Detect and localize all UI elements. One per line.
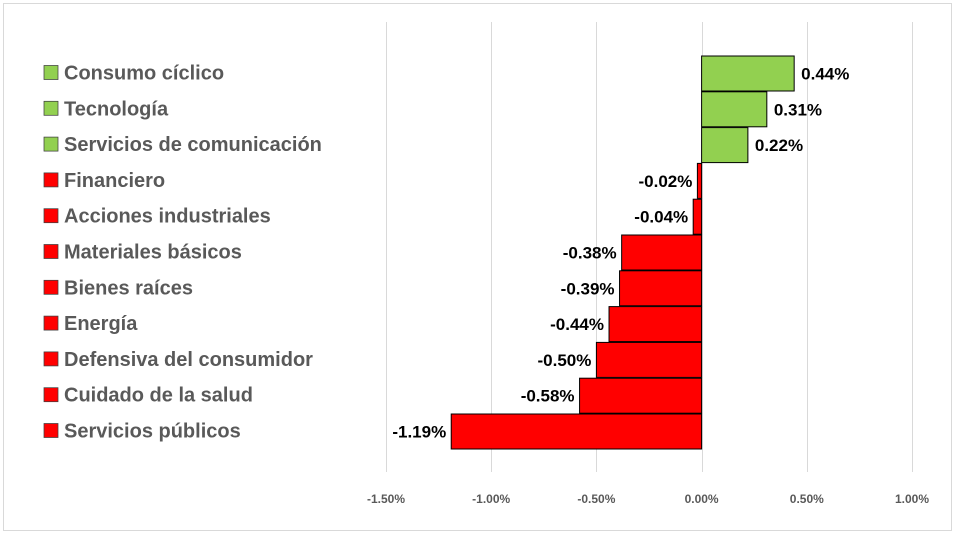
bar bbox=[608, 306, 703, 343]
bar bbox=[692, 198, 703, 235]
legend-swatch bbox=[43, 351, 59, 367]
bar bbox=[701, 127, 749, 164]
bar bbox=[701, 55, 795, 92]
bar bbox=[450, 413, 703, 450]
legend-swatch bbox=[43, 279, 59, 295]
bar bbox=[619, 270, 703, 307]
legend-swatch bbox=[43, 136, 59, 152]
x-axis-ticks: -1.50% -1.00% -0.50% 0.00% 0.50% 1.00% bbox=[367, 492, 929, 506]
legend-swatch bbox=[43, 423, 59, 438]
legend-swatch bbox=[43, 387, 59, 403]
legend-swatch bbox=[43, 172, 59, 188]
data-label: -0.04% bbox=[634, 208, 688, 227]
data-label: -0.58% bbox=[521, 387, 575, 406]
bar bbox=[579, 377, 703, 414]
x-tick-label: -0.50% bbox=[577, 492, 615, 506]
x-tick-label: 0.00% bbox=[685, 492, 719, 506]
legend-entry: Servicios públicos bbox=[64, 421, 241, 443]
x-tick-label: 1.00% bbox=[895, 492, 929, 506]
x-tick-label: -1.50% bbox=[367, 492, 405, 506]
legend-entry: Cuidado de la salud bbox=[64, 385, 253, 407]
data-label: -0.02% bbox=[639, 172, 693, 191]
legend-entry: Tecnología bbox=[64, 98, 169, 120]
legend-swatch bbox=[43, 65, 59, 80]
data-label: -0.39% bbox=[561, 279, 615, 298]
legend-swatch bbox=[43, 244, 59, 259]
gridlines bbox=[386, 22, 913, 472]
data-labels: 0.44% 0.31% 0.22% -0.02% -0.04% -0.38% -0.39% -… bbox=[392, 65, 849, 442]
legend-entry: Financiero bbox=[64, 170, 165, 192]
legend-entry: Energía bbox=[64, 313, 138, 335]
legend-entry: Consumo cíclico bbox=[64, 63, 224, 85]
data-label: 0.44% bbox=[801, 65, 849, 84]
bar bbox=[696, 162, 703, 199]
bars bbox=[450, 55, 795, 450]
legend: Consumo cíclico Tecnología Servicios de co… bbox=[43, 63, 322, 443]
data-label: -0.44% bbox=[550, 315, 604, 334]
x-tick-label: -1.00% bbox=[472, 492, 510, 506]
data-label: -0.50% bbox=[538, 351, 592, 370]
bar bbox=[595, 341, 703, 378]
legend-swatch bbox=[43, 315, 59, 331]
legend-swatch bbox=[43, 208, 59, 224]
legend-entry: Defensiva del consumidor bbox=[64, 349, 313, 371]
legend-entry: Acciones industriales bbox=[64, 206, 271, 228]
legend-entry: Bienes raíces bbox=[64, 277, 193, 299]
data-label: 0.22% bbox=[755, 136, 803, 155]
bar bbox=[701, 91, 768, 128]
legend-entry: Servicios de comunicación bbox=[64, 134, 322, 156]
legend-entry: Materiales básicos bbox=[64, 242, 242, 264]
x-tick-label: 0.50% bbox=[790, 492, 824, 506]
legend-swatch bbox=[43, 100, 59, 116]
data-label: -0.38% bbox=[563, 244, 617, 263]
data-label: 0.31% bbox=[774, 100, 822, 119]
bar bbox=[621, 234, 703, 271]
data-label: -1.19% bbox=[392, 423, 446, 442]
